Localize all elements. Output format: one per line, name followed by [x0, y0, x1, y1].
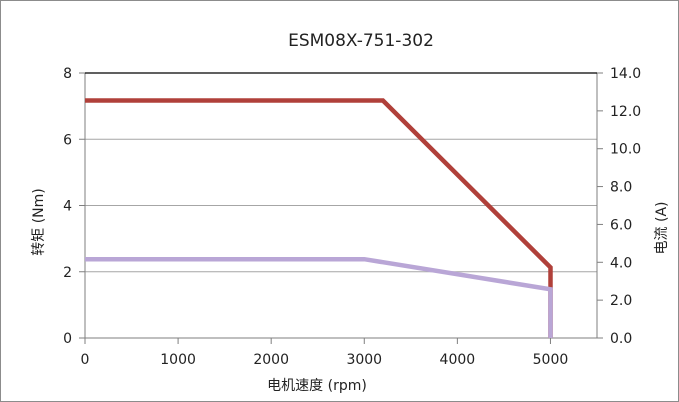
x-tick-label-2: 2000 — [253, 352, 289, 368]
y-axis-title: 转矩 (Nm) — [31, 188, 47, 255]
y-tick-label-1: 2 — [63, 265, 72, 281]
y2-tick-label-5: 10.0 — [610, 142, 641, 158]
y2-tick-label-4: 8.0 — [610, 180, 632, 196]
x-tick-label-3: 3000 — [346, 352, 382, 368]
y-tick-label-0: 0 — [63, 331, 72, 347]
y2-tick-label-1: 2.0 — [610, 293, 632, 309]
x-tick-label-1: 1000 — [160, 352, 196, 368]
x-tick-label-4: 4000 — [440, 352, 476, 368]
y2-tick-label-7: 14.0 — [610, 66, 641, 82]
y2-tick-label-6: 12.0 — [610, 104, 641, 120]
x-axis-title: 电机速度 (rpm) — [267, 378, 367, 394]
y2-tick-label-0: 0.0 — [610, 331, 632, 347]
y2-tick-label-2: 4.0 — [610, 255, 632, 271]
series-line-1 — [85, 256, 553, 338]
x-tick-label-5: 5000 — [533, 352, 569, 368]
y-tick-label-3: 6 — [63, 132, 72, 148]
axes — [79, 72, 603, 344]
x-tick-label-0: 0 — [81, 352, 90, 368]
series — [85, 98, 553, 338]
y2-axis-title: 电流 (A) — [654, 202, 670, 255]
y2-tick-label-3: 6.0 — [610, 217, 632, 233]
tick-labels: 0 2 4 6 8 0.0 2.0 4.0 6.0 8.0 10.0 12.0 14.0 0 1000 200… — [63, 66, 641, 368]
y-tick-label-4: 8 — [63, 66, 72, 82]
y-tick-label-2: 4 — [63, 199, 72, 215]
chart-title: ESM08X-751-302 — [288, 31, 434, 51]
